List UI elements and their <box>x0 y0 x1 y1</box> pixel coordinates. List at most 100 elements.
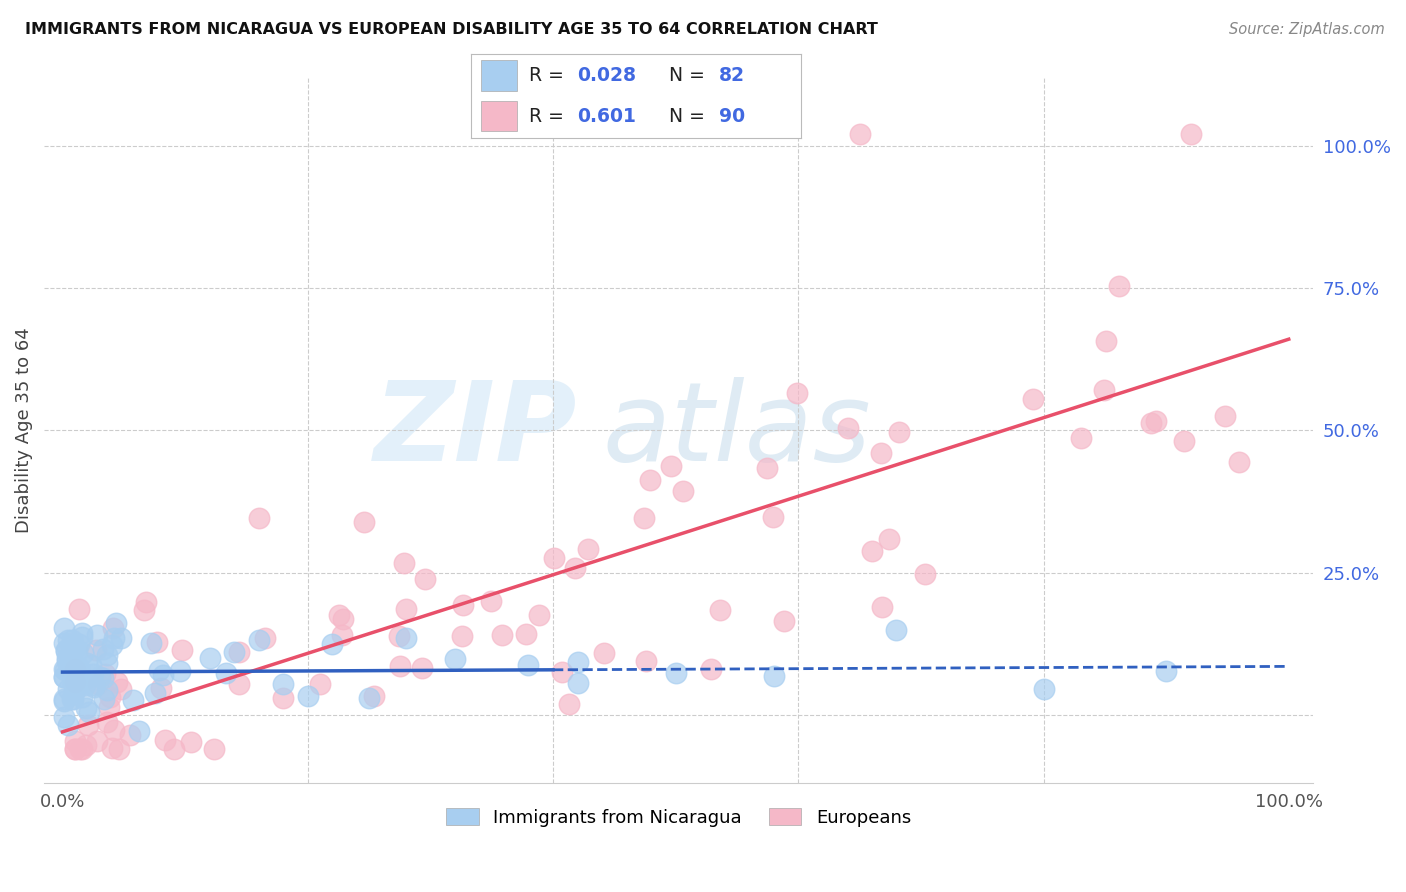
Point <box>87 677 110 691</box>
Point <box>72 646 94 660</box>
Point <box>914 567 936 582</box>
Point <box>1140 416 1163 430</box>
Point <box>515 627 537 641</box>
Point <box>517 657 540 672</box>
Point <box>153 733 176 747</box>
Point <box>56 654 79 668</box>
Point <box>169 664 191 678</box>
Point <box>872 600 894 615</box>
Point <box>104 615 127 630</box>
Point <box>63 640 86 655</box>
Point <box>543 551 565 566</box>
Point <box>83 680 105 694</box>
Point <box>1227 455 1250 469</box>
Point <box>564 561 586 575</box>
Point <box>86 628 108 642</box>
Point <box>357 690 380 705</box>
Point <box>94 667 117 681</box>
Point <box>247 633 270 648</box>
Point <box>96 648 118 662</box>
Point <box>70 673 93 687</box>
Point <box>77 705 100 719</box>
Point <box>103 631 125 645</box>
Point <box>56 650 79 665</box>
Point <box>84 642 107 657</box>
Point <box>886 623 908 637</box>
Point <box>63 742 86 756</box>
Point <box>413 572 436 586</box>
Point <box>105 675 128 690</box>
Point <box>135 595 157 609</box>
Point <box>180 734 202 748</box>
Point <box>567 675 589 690</box>
Point <box>271 690 294 705</box>
Point <box>52 694 75 708</box>
Point <box>82 666 104 681</box>
Point <box>228 676 250 690</box>
Point <box>529 607 551 622</box>
Point <box>636 654 658 668</box>
Point <box>592 646 614 660</box>
Point <box>887 425 910 439</box>
Text: R =: R = <box>529 107 569 126</box>
Point <box>395 631 418 645</box>
Point <box>110 681 132 696</box>
Text: Source: ZipAtlas.com: Source: ZipAtlas.com <box>1229 22 1385 37</box>
Point <box>53 691 76 706</box>
Point <box>576 541 599 556</box>
Point <box>444 651 467 665</box>
Point <box>1108 279 1130 293</box>
Point <box>869 445 891 459</box>
Point <box>1173 434 1195 449</box>
Point <box>67 602 90 616</box>
Point <box>640 473 662 487</box>
Point <box>80 657 103 672</box>
Point <box>297 689 319 703</box>
Point <box>755 460 778 475</box>
Point <box>52 670 75 684</box>
Point <box>328 607 350 622</box>
Point <box>1144 413 1167 427</box>
Text: 0.028: 0.028 <box>576 66 636 85</box>
Point <box>55 644 77 658</box>
Point <box>75 701 97 715</box>
Point <box>762 669 785 683</box>
Point <box>411 661 433 675</box>
Point <box>67 660 90 674</box>
Point <box>353 515 375 529</box>
Point <box>132 603 155 617</box>
Point <box>66 644 89 658</box>
Point <box>91 642 114 657</box>
Text: 82: 82 <box>718 66 745 85</box>
Point <box>172 643 194 657</box>
Text: N =: N = <box>669 66 711 85</box>
Y-axis label: Disability Age 35 to 64: Disability Age 35 to 64 <box>15 327 32 533</box>
Point <box>93 691 115 706</box>
Point <box>330 628 353 642</box>
Point <box>101 741 124 756</box>
Point <box>62 674 84 689</box>
Point <box>143 686 166 700</box>
Text: R =: R = <box>529 66 569 85</box>
Point <box>860 544 883 558</box>
Point <box>89 670 111 684</box>
Point <box>837 421 859 435</box>
Point <box>67 637 90 651</box>
Point <box>146 635 169 649</box>
Point <box>772 614 794 628</box>
Point <box>709 603 731 617</box>
Point <box>1022 392 1045 407</box>
Point <box>567 655 589 669</box>
Point <box>63 684 86 698</box>
Point <box>321 637 343 651</box>
Point <box>1154 664 1177 678</box>
Point <box>59 656 82 670</box>
Point <box>70 690 93 705</box>
Point <box>96 715 118 730</box>
Point <box>58 632 80 647</box>
Point <box>101 639 124 653</box>
Point <box>659 458 682 473</box>
Point <box>163 742 186 756</box>
Point <box>103 723 125 737</box>
Point <box>271 677 294 691</box>
